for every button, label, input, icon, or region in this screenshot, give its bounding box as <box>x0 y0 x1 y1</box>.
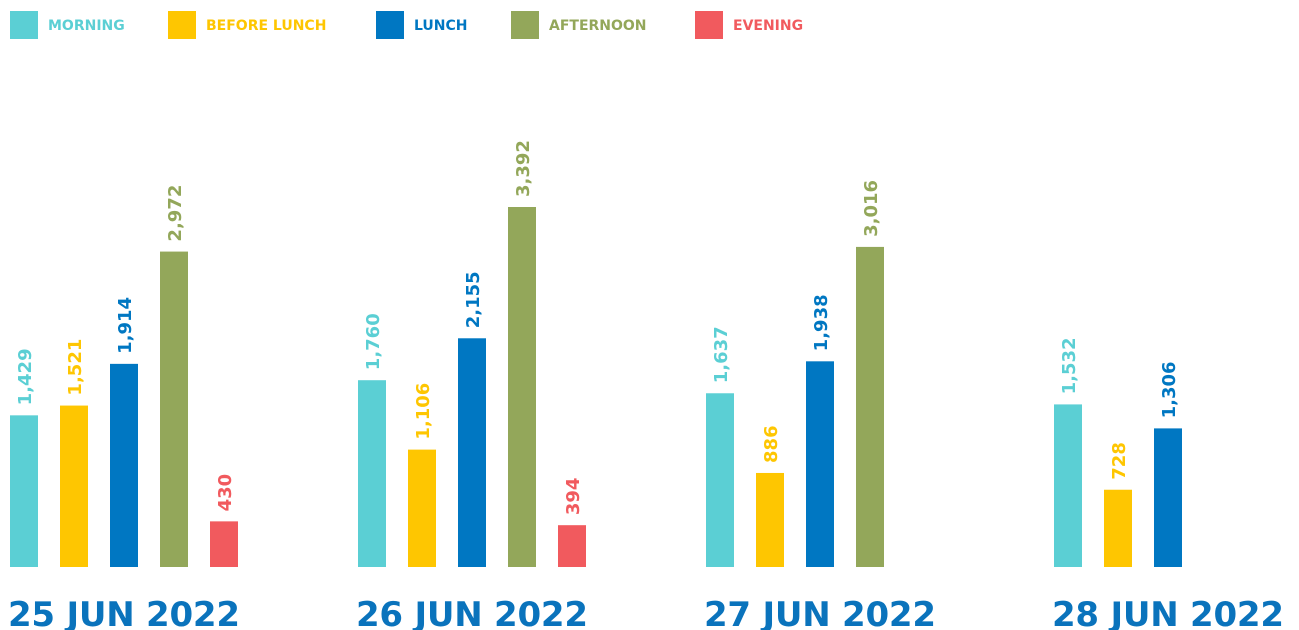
value-label: 728 <box>1109 442 1130 480</box>
legend-swatch <box>695 11 723 39</box>
value-label: 394 <box>563 478 584 516</box>
legend-swatch <box>376 11 404 39</box>
value-label: 430 <box>215 474 236 512</box>
value-label: 2,155 <box>463 271 484 328</box>
bar <box>408 449 436 567</box>
legend-label: EVENING <box>733 18 803 34</box>
category-label: 25 JUN 2022 <box>8 595 240 630</box>
value-label: 1,106 <box>413 383 434 440</box>
bar <box>110 363 138 567</box>
category-label: 28 JUN 2022 <box>1052 595 1284 630</box>
bar <box>1054 404 1082 567</box>
value-label: 3,016 <box>861 180 882 237</box>
value-label: 1,521 <box>65 339 86 396</box>
value-label: 1,914 <box>115 297 136 354</box>
value-label: 1,938 <box>811 294 832 351</box>
value-label: 1,429 <box>15 348 36 405</box>
bar <box>1104 489 1132 567</box>
legend-label: BEFORE LUNCH <box>206 18 326 34</box>
value-label: 3,392 <box>513 140 534 197</box>
bar <box>10 415 38 567</box>
bar <box>458 338 486 567</box>
bar <box>508 207 536 567</box>
value-label: 1,760 <box>363 313 384 370</box>
bar <box>60 405 88 567</box>
value-label: 886 <box>761 425 782 463</box>
legend-label: LUNCH <box>414 18 468 34</box>
legend-swatch <box>10 11 38 39</box>
bar <box>210 521 238 567</box>
category-label: 26 JUN 2022 <box>356 595 588 630</box>
value-label: 1,532 <box>1059 337 1080 394</box>
bar <box>358 380 386 567</box>
bar <box>756 472 784 567</box>
bar <box>160 251 188 567</box>
value-label: 1,637 <box>711 326 732 383</box>
legend-label: AFTERNOON <box>549 18 647 34</box>
bar <box>1154 428 1182 567</box>
legend-label: MORNING <box>48 18 125 34</box>
value-label: 2,972 <box>165 185 186 242</box>
legend-swatch <box>511 11 539 39</box>
bar <box>806 361 834 567</box>
bar <box>856 246 884 568</box>
bar <box>706 393 734 567</box>
legend-swatch <box>168 11 196 39</box>
category-label: 27 JUN 2022 <box>704 595 936 630</box>
bar <box>558 525 586 567</box>
value-label: 1,306 <box>1159 361 1180 418</box>
